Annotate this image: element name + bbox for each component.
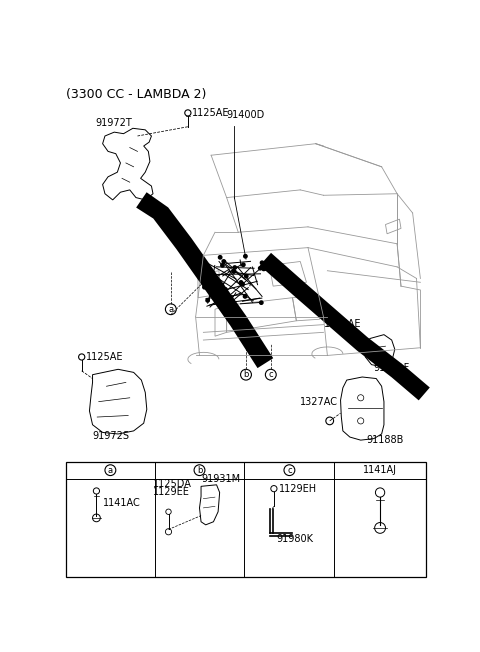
Text: 1125AE: 1125AE <box>324 319 361 329</box>
Circle shape <box>221 263 224 267</box>
Text: 1125DA: 1125DA <box>153 479 192 489</box>
Circle shape <box>206 299 209 302</box>
Text: 1125AE: 1125AE <box>86 352 124 362</box>
Text: 1141AJ: 1141AJ <box>363 465 397 475</box>
Circle shape <box>241 282 244 286</box>
Text: c: c <box>268 370 273 379</box>
Text: 91972S: 91972S <box>93 430 130 441</box>
Circle shape <box>262 267 265 271</box>
Circle shape <box>233 266 237 269</box>
Text: a: a <box>108 466 113 475</box>
Circle shape <box>232 270 236 273</box>
Circle shape <box>222 259 226 263</box>
Circle shape <box>241 263 245 267</box>
Circle shape <box>240 281 243 284</box>
Text: 1141AC: 1141AC <box>103 498 140 509</box>
Circle shape <box>244 254 247 258</box>
Circle shape <box>260 261 264 265</box>
Text: b: b <box>243 370 249 379</box>
Text: b: b <box>197 466 202 475</box>
Circle shape <box>260 301 263 304</box>
Text: (3300 CC - LAMBDA 2): (3300 CC - LAMBDA 2) <box>66 88 206 101</box>
Text: 1125AE: 1125AE <box>192 108 229 118</box>
Circle shape <box>243 295 247 298</box>
Text: 91980K: 91980K <box>276 534 313 544</box>
Circle shape <box>224 288 227 291</box>
Text: c: c <box>287 466 292 475</box>
Text: 91188B: 91188B <box>366 436 404 445</box>
Circle shape <box>216 293 219 296</box>
Text: 1129EE: 1129EE <box>153 487 190 497</box>
Text: 1129EH: 1129EH <box>278 484 317 494</box>
Circle shape <box>245 274 248 278</box>
Circle shape <box>204 269 207 272</box>
Text: 91931M: 91931M <box>201 475 240 484</box>
Circle shape <box>218 256 222 259</box>
Text: 91972T: 91972T <box>96 118 132 128</box>
Text: 91931F: 91931F <box>374 363 410 373</box>
Text: 1327AC: 1327AC <box>300 398 338 408</box>
Circle shape <box>259 267 262 270</box>
Circle shape <box>203 286 206 289</box>
Text: a: a <box>168 304 173 314</box>
Text: 91400D: 91400D <box>227 110 265 120</box>
Circle shape <box>209 280 213 284</box>
Polygon shape <box>136 192 273 368</box>
Circle shape <box>264 267 267 270</box>
Polygon shape <box>260 253 430 400</box>
Bar <box>66 462 426 577</box>
